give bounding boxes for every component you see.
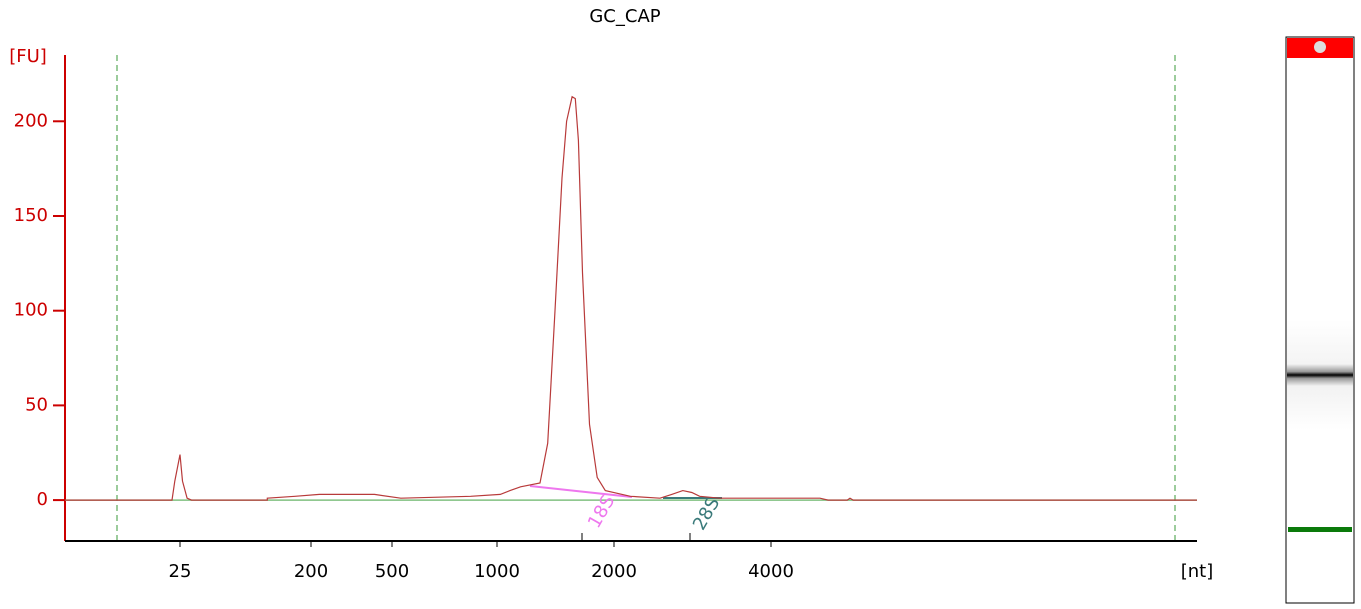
y-axis-label: [FU] — [9, 46, 47, 67]
trace — [65, 95, 1197, 501]
chart-title: GC_CAP — [589, 6, 660, 27]
x-axis-label: [nt] — [1181, 561, 1214, 582]
lane-band — [1287, 320, 1353, 430]
lane-bottom-marker — [1288, 527, 1352, 532]
y-tick-label: 150 — [14, 205, 48, 226]
peak-label: 18S — [584, 492, 619, 532]
x-tick-label: 1000 — [474, 561, 520, 582]
x-tick-label: 4000 — [748, 561, 794, 582]
y-tick-label: 0 — [37, 489, 48, 510]
gel-lane — [1285, 36, 1355, 604]
x-tick-label: 200 — [294, 561, 328, 582]
peak-baseline — [529, 485, 633, 498]
lane-top-dot — [1314, 41, 1326, 53]
x-tick-label: 500 — [375, 561, 409, 582]
x-tick-label: 2000 — [591, 561, 637, 582]
y-tick-label: 200 — [14, 110, 48, 131]
x-tick-label: 25 — [169, 561, 192, 582]
y-tick-label: 100 — [14, 300, 48, 321]
y-tick-label: 50 — [25, 394, 48, 415]
